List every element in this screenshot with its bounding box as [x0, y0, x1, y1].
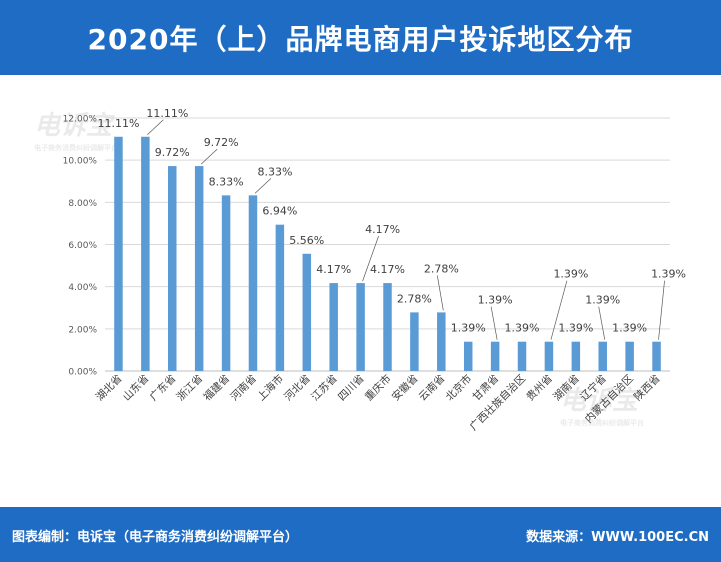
bar	[141, 136, 150, 371]
x-tick-label: 广东省	[147, 372, 178, 403]
data-label: 1.39%	[478, 294, 513, 307]
bar	[275, 224, 285, 371]
footer-credit: 图表编制：电诉宝（电子商务消费纠纷调解平台）	[12, 530, 299, 545]
x-tick-label: 山东省	[120, 372, 151, 403]
bar	[383, 283, 392, 371]
data-label: 1.39%	[585, 294, 620, 307]
bar	[168, 166, 177, 371]
y-tick-label: 4.00%	[68, 283, 97, 293]
x-tick-label: 湖南省	[550, 372, 581, 403]
data-label: 2.78%	[397, 292, 432, 305]
watermark-bottom-right: 电诉宝 电子商务消费纠纷调解平台	[560, 380, 644, 428]
bar	[490, 341, 500, 371]
bar	[571, 341, 581, 371]
bar	[652, 341, 661, 371]
y-tick-label: 6.00%	[68, 241, 97, 251]
leader-line	[436, 275, 444, 311]
bar	[114, 136, 123, 371]
data-label: 4.17%	[370, 263, 405, 276]
leader-line	[550, 280, 568, 340]
x-tick-label: 上海市	[255, 372, 286, 403]
x-tick-label: 安徽省	[389, 372, 420, 403]
x-tick-label: 江苏省	[308, 372, 339, 403]
x-tick-label: 福建省	[201, 372, 232, 403]
chart-area: 电诉宝 电子商务消费纠纷调解平台 电诉宝 电子商务消费纠纷调解平台 0.00% 2…	[0, 75, 721, 507]
data-label: 9.72%	[204, 136, 239, 149]
bar	[221, 195, 231, 371]
bar	[302, 253, 312, 371]
leader-line	[598, 306, 606, 340]
bar	[517, 341, 527, 371]
x-tick-label: 云南省	[416, 372, 447, 403]
watermark-subtext: 电子商务消费纠纷调解平台	[34, 144, 118, 152]
x-tick-label: 重庆市	[362, 372, 393, 403]
data-label: 4.17%	[316, 263, 351, 276]
bar	[248, 195, 258, 371]
x-tick-label: 贵州省	[524, 372, 555, 403]
bar	[194, 166, 204, 371]
bar	[329, 283, 338, 371]
chart-title: 2020年（上）品牌电商用户投诉地区分布	[87, 22, 634, 56]
footer-banner: 图表编制：电诉宝（电子商务消费纠纷调解平台） 数据来源：WWW.100EC.CN	[0, 507, 721, 562]
leader-line	[658, 280, 665, 340]
x-tick-label: 北京市	[443, 372, 474, 403]
footer-source: 数据来源：WWW.100EC.CN	[526, 530, 709, 545]
y-tick-label: 2.00%	[68, 325, 97, 335]
watermark-top-left: 电诉宝 电子商务消费纠纷调解平台	[34, 105, 118, 153]
y-tick-label: 0.00%	[68, 368, 97, 378]
y-tick-label: 10.00%	[63, 157, 98, 167]
bar	[463, 341, 473, 371]
leader-line	[254, 178, 272, 194]
data-label: 4.17%	[365, 223, 400, 236]
leader-line	[490, 306, 498, 340]
x-tick-label: 湖北省	[93, 372, 124, 403]
x-tick-label: 浙江省	[174, 372, 205, 403]
leader-line	[200, 148, 218, 165]
data-label: 8.33%	[209, 175, 244, 188]
bar	[625, 341, 634, 371]
watermark-text: 电诉宝	[34, 111, 113, 141]
watermark-text: 电诉宝	[560, 386, 639, 416]
y-tick-label: 12.00%	[63, 115, 98, 125]
data-label: 6.94%	[262, 205, 297, 218]
bar-chart: 0.00%2.00%4.00%6.00%8.00%10.00%12.00% 11.…	[63, 107, 686, 433]
x-tick-label: 陕西省	[631, 372, 662, 403]
leader-line	[147, 119, 164, 136]
bar	[437, 312, 446, 371]
leader-line	[362, 235, 379, 282]
data-label: 8.33%	[257, 165, 292, 178]
data-label: 1.39%	[451, 322, 486, 335]
data-label: 1.39%	[612, 322, 647, 335]
x-tick-label: 河北省	[281, 372, 312, 403]
chart-title-banner: 2020年（上）品牌电商用户投诉地区分布	[0, 0, 721, 75]
data-label: 1.39%	[553, 268, 588, 281]
data-label: 2.78%	[424, 262, 459, 275]
bar	[598, 341, 607, 371]
watermark-subtext: 电子商务消费纠纷调解平台	[560, 419, 644, 427]
x-tick-label: 四川省	[335, 372, 366, 403]
data-label: 11.11%	[97, 117, 139, 130]
bar	[356, 283, 365, 371]
data-label: 1.39%	[558, 322, 593, 335]
data-label: 1.39%	[505, 322, 540, 335]
bar	[544, 341, 554, 371]
y-tick-label: 8.00%	[68, 199, 97, 209]
data-label: 11.11%	[146, 107, 188, 120]
data-label: 5.56%	[289, 234, 324, 247]
bar	[410, 312, 419, 371]
x-tick-label: 河南省	[228, 372, 259, 403]
data-label: 1.39%	[651, 268, 686, 281]
data-label: 9.72%	[155, 146, 190, 159]
